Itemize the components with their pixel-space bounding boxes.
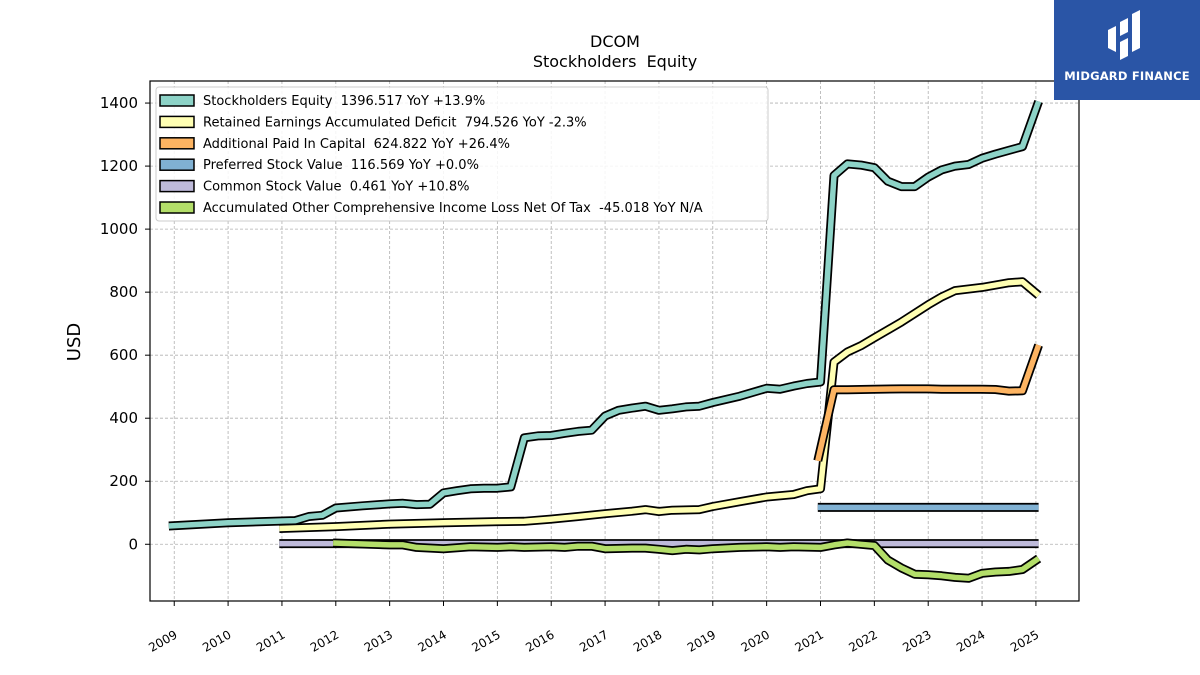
y-tick-label: 0	[128, 535, 138, 553]
legend-entry: Accumulated Other Comprehensive Income L…	[203, 201, 703, 216]
x-tick-label: 2022	[846, 627, 879, 654]
x-tick-label: 2015	[469, 627, 502, 654]
legend-entry: Stockholders Equity 1396.517 YoY +13.9%	[203, 94, 485, 109]
y-axis-label: USD	[64, 323, 85, 361]
series-retained-earnings-accumulated-deficit	[279, 277, 1042, 533]
chart-subtitle: Stockholders Equity	[533, 52, 697, 71]
series-accumulated-other-comprehensive-income-loss-net-of-tax	[332, 538, 1042, 583]
legend-entry: Retained Earnings Accumulated Deficit 79…	[203, 115, 587, 130]
legend-swatch	[159, 115, 195, 129]
series-line	[168, 100, 1042, 529]
legend-box	[155, 86, 769, 222]
x-tick-label: 2009	[146, 627, 179, 654]
legend-swatch	[159, 137, 195, 150]
chart-title: DCOM	[590, 32, 640, 51]
y-tick-label: 400	[109, 409, 138, 427]
x-tick-label: 2013	[362, 627, 395, 654]
x-tick-label: 2010	[200, 627, 233, 654]
series-additional-paid-in-capital	[813, 343, 1043, 462]
legend-swatch	[159, 158, 195, 171]
y-tick-label: 200	[109, 472, 138, 490]
y-tick-label: 600	[109, 346, 138, 364]
brand-logo: MIDGARD FINANCE	[1054, 0, 1200, 100]
x-tick-label: 2016	[523, 627, 556, 654]
midgard-logo-icon	[1108, 10, 1140, 60]
legend-entry: Common Stock Value 0.461 YoY +10.8%	[203, 180, 470, 195]
legend-swatch	[159, 179, 195, 193]
series-line	[815, 344, 1042, 462]
x-tick-label: 2019	[685, 627, 718, 654]
legend-entry: Preferred Stock Value 116.569 YoY +0.0%	[203, 158, 479, 173]
plot-frame	[149, 80, 1080, 602]
x-tick-label: 2023	[900, 627, 933, 654]
legend-entry: Additional Paid In Capital 624.822 YoY +…	[203, 137, 510, 152]
legend-swatch	[159, 94, 195, 107]
x-tick-label: 2020	[739, 627, 772, 654]
brand-name: MIDGARD FINANCE	[1064, 69, 1190, 83]
x-tick-label: 2024	[954, 627, 987, 654]
series-line	[333, 540, 1041, 582]
series-line	[279, 279, 1041, 532]
x-tick-label: 2025	[1008, 627, 1041, 654]
x-tick-label: 2012	[308, 627, 341, 654]
x-tick-label: 2018	[631, 627, 664, 654]
y-tick-label: 800	[109, 283, 138, 301]
y-tick-label: 1200	[100, 157, 138, 175]
x-tick-label: 2021	[793, 627, 826, 654]
legend: Stockholders Equity 1396.517 YoY +13.9% R…	[155, 86, 769, 222]
x-tick-label: 2017	[577, 627, 610, 654]
y-tick-label: 1000	[100, 220, 138, 238]
x-tick-label: 2014	[416, 627, 449, 654]
legend-swatch	[159, 201, 195, 214]
x-tick-label: 2011	[254, 627, 287, 654]
series-layer	[168, 99, 1043, 583]
y-tick-label: 1400	[100, 94, 138, 112]
series-stockholders-equity	[168, 99, 1043, 531]
